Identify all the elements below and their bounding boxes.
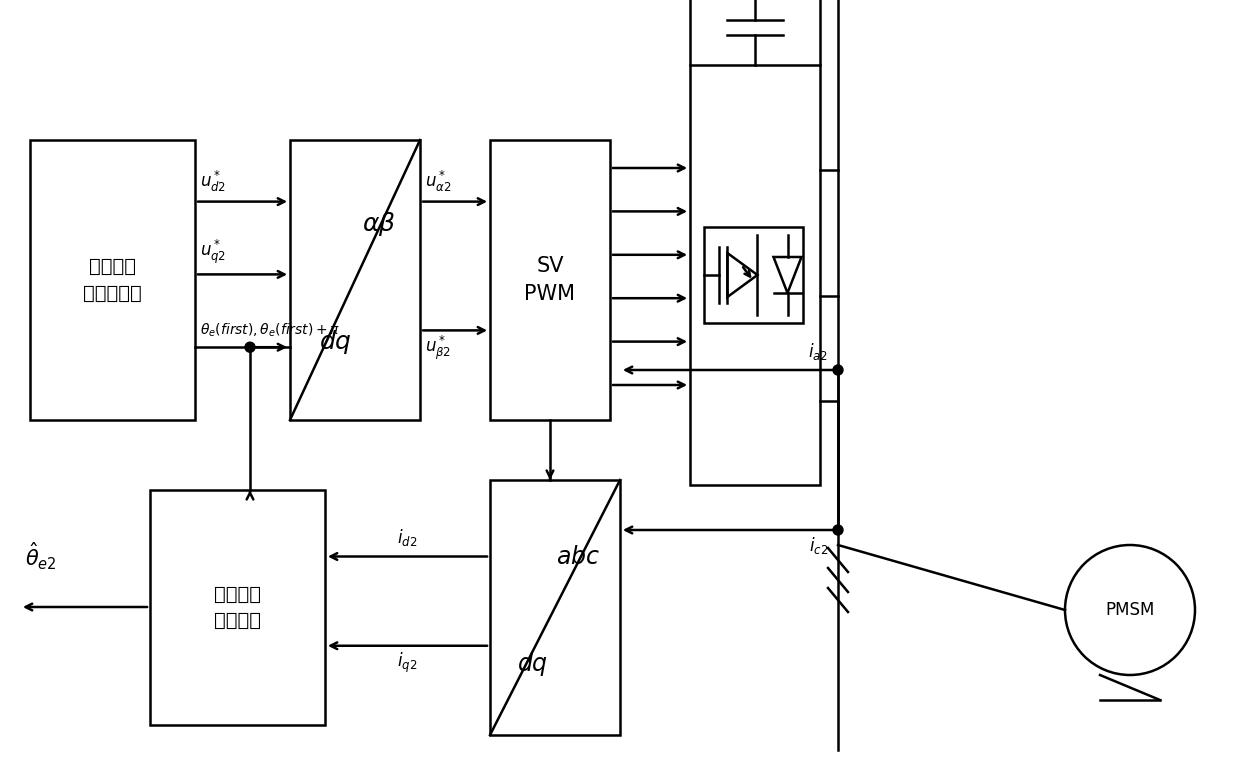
Text: $i_{c2}$: $i_{c2}$ — [808, 535, 828, 556]
Bar — [150, 490, 325, 725]
Text: 转子磁极
极性判断: 转子磁极 极性判断 — [215, 585, 260, 630]
Bar — [704, 227, 802, 323]
Bar — [689, 65, 820, 485]
Text: $u_{\beta 2}^*$: $u_{\beta 2}^*$ — [425, 333, 451, 362]
Text: $u_{\alpha 2}^*$: $u_{\alpha 2}^*$ — [425, 168, 451, 193]
Circle shape — [833, 365, 843, 375]
Bar — [30, 140, 195, 420]
Bar — [490, 480, 620, 735]
Text: $dq$: $dq$ — [319, 328, 352, 356]
Circle shape — [246, 342, 255, 353]
Bar — [490, 140, 610, 420]
Text: $abc$: $abc$ — [557, 544, 600, 569]
Bar — [290, 140, 420, 420]
Text: $u_{q2}^*$: $u_{q2}^*$ — [200, 238, 226, 267]
Text: $\theta_e(first), \theta_e(first)+\pi$: $\theta_e(first), \theta_e(first)+\pi$ — [200, 322, 340, 339]
Text: $\hat{\theta}_{e2}$: $\hat{\theta}_{e2}$ — [25, 541, 57, 572]
Text: $i_{q2}$: $i_{q2}$ — [397, 651, 417, 675]
Text: $i_{d2}$: $i_{d2}$ — [397, 527, 417, 548]
Text: 脉冲电压
矢量发生器: 脉冲电压 矢量发生器 — [83, 257, 141, 303]
Text: SV
PWM: SV PWM — [525, 256, 575, 304]
Text: $dq$: $dq$ — [517, 650, 548, 678]
Text: $i_{a2}$: $i_{a2}$ — [808, 341, 828, 362]
Circle shape — [833, 525, 843, 535]
Text: $u_{d2}^*$: $u_{d2}^*$ — [200, 168, 226, 193]
Text: PMSM: PMSM — [1105, 601, 1154, 619]
Text: $\alpha\beta$: $\alpha\beta$ — [362, 210, 396, 238]
